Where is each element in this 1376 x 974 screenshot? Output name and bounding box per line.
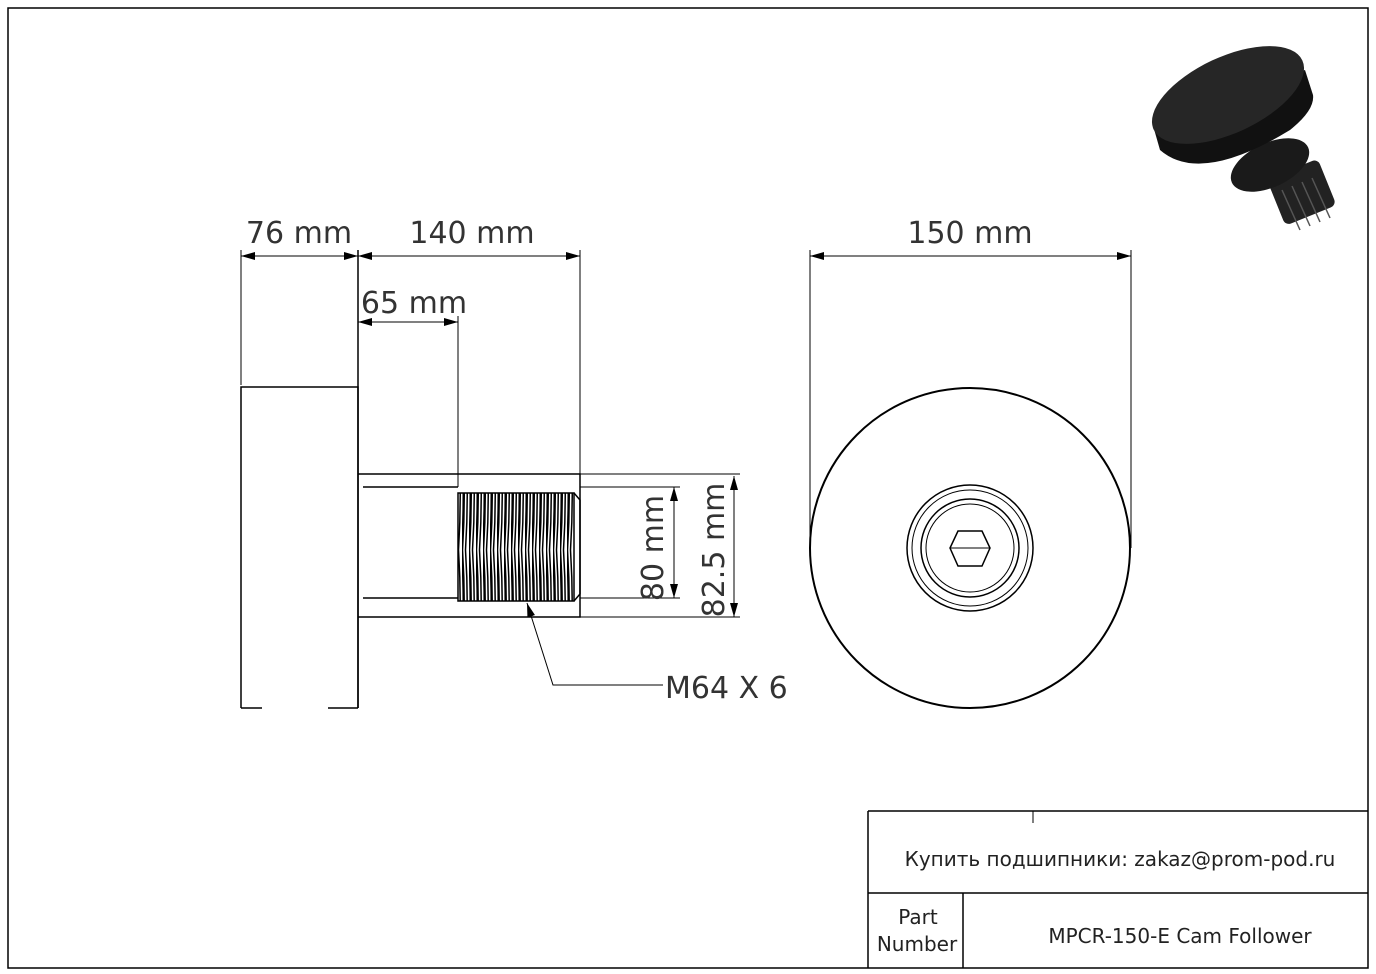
dim-shaft-length: 65 mm bbox=[361, 286, 467, 321]
side-view bbox=[240, 250, 581, 709]
title-block bbox=[867, 810, 1368, 968]
dim-flange-width: 76 mm bbox=[246, 216, 352, 251]
thread-spec-label: M64 X 6 bbox=[665, 671, 788, 706]
contact-text: Купить подшипники: zakaz@prom-pod.ru bbox=[905, 847, 1336, 871]
dim-thread-diameter: 80 mm bbox=[636, 495, 671, 601]
part-label-line2: Number bbox=[877, 932, 958, 956]
thread-region bbox=[457, 492, 575, 602]
dim-stud-diameter: 82.5 mm bbox=[697, 483, 732, 618]
dim-outer-diameter: 150 mm bbox=[907, 216, 1032, 251]
dimension-lines bbox=[240, 250, 740, 686]
part-number: MPCR-150-E Cam Follower bbox=[1048, 924, 1312, 948]
front-view bbox=[809, 250, 1132, 709]
part-label-line1: Part bbox=[898, 905, 938, 929]
dim-total-length: 140 mm bbox=[409, 216, 534, 251]
sheet-border bbox=[7, 7, 1369, 969]
cam-follower-3d-view bbox=[1151, 46, 1335, 231]
flange bbox=[240, 386, 359, 709]
